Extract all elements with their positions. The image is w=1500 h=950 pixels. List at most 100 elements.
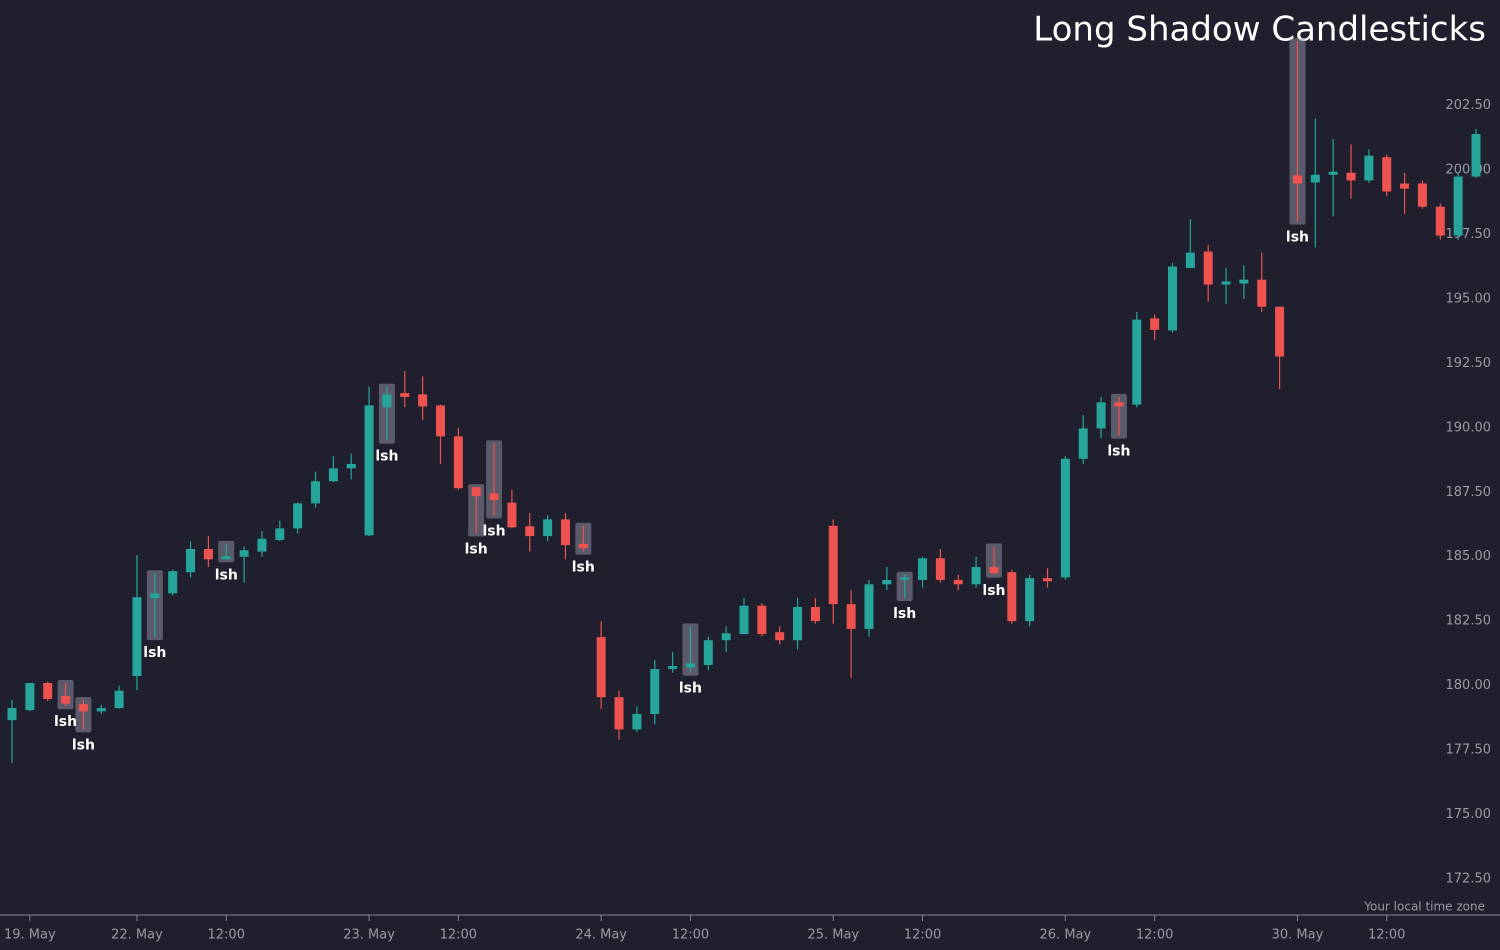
candle-body <box>650 669 660 714</box>
candle-body <box>400 393 410 397</box>
candle-body <box>114 690 124 709</box>
candle-body <box>828 525 838 605</box>
y-tick-label: 195.00 <box>1446 291 1492 306</box>
candle-body <box>578 543 588 549</box>
candle-body <box>1310 174 1320 183</box>
candle-body <box>614 697 624 730</box>
candle-body <box>989 567 999 574</box>
candle-body <box>221 556 231 560</box>
candle-body <box>685 663 695 668</box>
candle-body <box>453 436 463 489</box>
candle-body <box>793 606 803 641</box>
candle-body <box>900 577 910 580</box>
candle-body <box>1060 458 1070 578</box>
candle-body <box>78 704 88 712</box>
candle-body <box>1132 319 1142 405</box>
chart-title: Long Shadow Candlesticks <box>1033 10 1486 50</box>
candle-body <box>489 493 499 501</box>
x-tick-label: 12:00 <box>1136 928 1173 943</box>
candle-body <box>846 604 856 629</box>
long-shadow-label: lsh <box>215 567 238 583</box>
candle-body <box>1257 279 1267 307</box>
candle-body <box>1221 281 1231 285</box>
x-tick-label: 24. May <box>575 928 627 943</box>
candle-body <box>96 708 106 712</box>
y-tick-label: 192.50 <box>1446 356 1492 371</box>
x-tick-label: 12:00 <box>904 928 941 943</box>
y-tick-label: 182.50 <box>1446 614 1492 629</box>
candle-body <box>364 405 374 536</box>
x-tick-label: 26. May <box>1040 928 1092 943</box>
y-tick-label: 180.00 <box>1446 678 1492 693</box>
y-tick-label: 177.50 <box>1446 743 1492 758</box>
candle-body <box>775 632 785 641</box>
candle-body <box>971 567 981 585</box>
x-tick-label: 12:00 <box>672 928 709 943</box>
x-tick-label: 30. May <box>1272 928 1324 943</box>
candle-body <box>864 584 874 629</box>
long-shadow-label: lsh <box>54 714 77 730</box>
candle-body <box>810 606 820 622</box>
candle-body <box>918 558 928 580</box>
candle-body <box>435 405 445 437</box>
candle-body <box>1292 175 1302 184</box>
candle-body <box>1025 578 1035 622</box>
candle-body <box>1382 157 1392 192</box>
candle-body <box>1150 318 1160 330</box>
candle-body <box>543 519 553 537</box>
candle-body <box>757 605 767 635</box>
candle-body <box>168 571 178 594</box>
long-shadow-label: lsh <box>572 560 595 576</box>
x-tick-label: 25. May <box>807 928 859 943</box>
long-shadow-label: lsh <box>465 542 488 558</box>
candle-body <box>346 463 356 469</box>
candle-body <box>1435 206 1445 236</box>
candle-body <box>257 538 267 552</box>
candle-body <box>311 481 321 504</box>
x-tick-label: 12:00 <box>208 928 245 943</box>
y-tick-label: 197.50 <box>1446 227 1492 242</box>
candle-body <box>560 519 570 546</box>
candle-body <box>525 526 535 537</box>
y-tick-label: 185.00 <box>1446 549 1492 564</box>
candle-body <box>382 394 392 408</box>
candle-body <box>1043 578 1053 582</box>
time-zone-note: Your local time zone <box>1363 900 1485 914</box>
x-tick-label: 12:00 <box>1368 928 1405 943</box>
x-tick-label: 19. May <box>4 928 56 943</box>
candle-body <box>953 579 963 585</box>
candle-body <box>328 468 338 482</box>
candle-body <box>1453 176 1463 236</box>
long-shadow-label: lsh <box>482 523 505 539</box>
candle-body <box>1078 428 1088 459</box>
candle-body <box>1417 183 1427 207</box>
y-tick-label: 202.50 <box>1446 98 1492 113</box>
candle-body <box>61 695 71 704</box>
y-tick-label: 200.00 <box>1446 163 1492 178</box>
candle-body <box>1364 155 1374 181</box>
y-tick-label: 172.50 <box>1446 871 1492 886</box>
long-shadow-label: lsh <box>982 583 1005 599</box>
candle-body <box>721 633 731 641</box>
long-shadow-label: lsh <box>143 645 166 661</box>
candle-body <box>1114 402 1124 407</box>
candle-body <box>507 502 517 528</box>
candle-body <box>1167 266 1177 331</box>
candle-body <box>1346 172 1356 181</box>
candle-body <box>239 550 249 557</box>
candle-layer <box>7 41 1481 763</box>
candle-body <box>186 549 196 573</box>
candle-body <box>1275 306 1285 357</box>
candle-body <box>1239 279 1249 284</box>
candle-body <box>293 503 303 529</box>
long-shadow-label: lsh <box>72 737 95 753</box>
candle-body <box>935 558 945 580</box>
long-shadow-label: lsh <box>375 449 398 465</box>
candle-body <box>1203 251 1213 285</box>
y-tick-label: 190.00 <box>1446 420 1492 435</box>
candle-body <box>596 637 606 698</box>
candle-body <box>275 528 285 540</box>
candle-body <box>1471 134 1481 177</box>
